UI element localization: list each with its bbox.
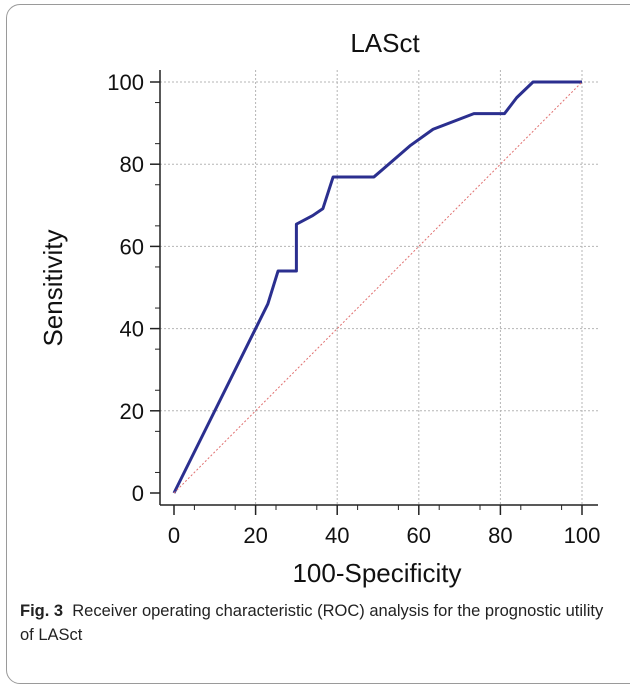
figure-caption: Fig. 3 Receiver operating characteristic… [20, 599, 620, 647]
caption-text: Receiver operating characteristic (ROC) … [20, 602, 604, 644]
x-tick-label: 20 [243, 523, 267, 548]
y-tick-labels: 0 20 40 60 80 100 [107, 70, 144, 506]
x-tick-label: 40 [325, 523, 349, 548]
x-tick-label: 60 [407, 523, 431, 548]
y-tick-label: 80 [120, 152, 144, 177]
y-tick-label: 40 [120, 317, 144, 342]
x-tick-label: 0 [168, 523, 180, 548]
y-tick-label: 0 [132, 481, 144, 506]
minor-ticks [155, 102, 563, 510]
y-tick-label: 60 [120, 234, 144, 259]
y-tick-label: 100 [107, 70, 144, 95]
x-tick-label: 100 [564, 523, 601, 548]
reference-diagonal-line [173, 81, 583, 494]
x-tick-label: 80 [488, 523, 512, 548]
roc-chart: LASct 0 20 40 60 80 100 0 20 40 60 80 100 100-Spec… [38, 28, 600, 588]
axes [150, 70, 598, 515]
x-axis-title: 100-Specificity [292, 558, 461, 588]
grid-lines [160, 70, 598, 505]
chart-title: LASct [350, 28, 420, 58]
y-tick-label: 20 [120, 399, 144, 424]
y-axis-title: Sensitivity [38, 229, 68, 346]
roc-curve-line [172, 80, 582, 494]
x-tick-labels: 0 20 40 60 80 100 [168, 523, 600, 548]
caption-label: Fig. 3 [20, 602, 64, 620]
series-layer [172, 80, 583, 494]
